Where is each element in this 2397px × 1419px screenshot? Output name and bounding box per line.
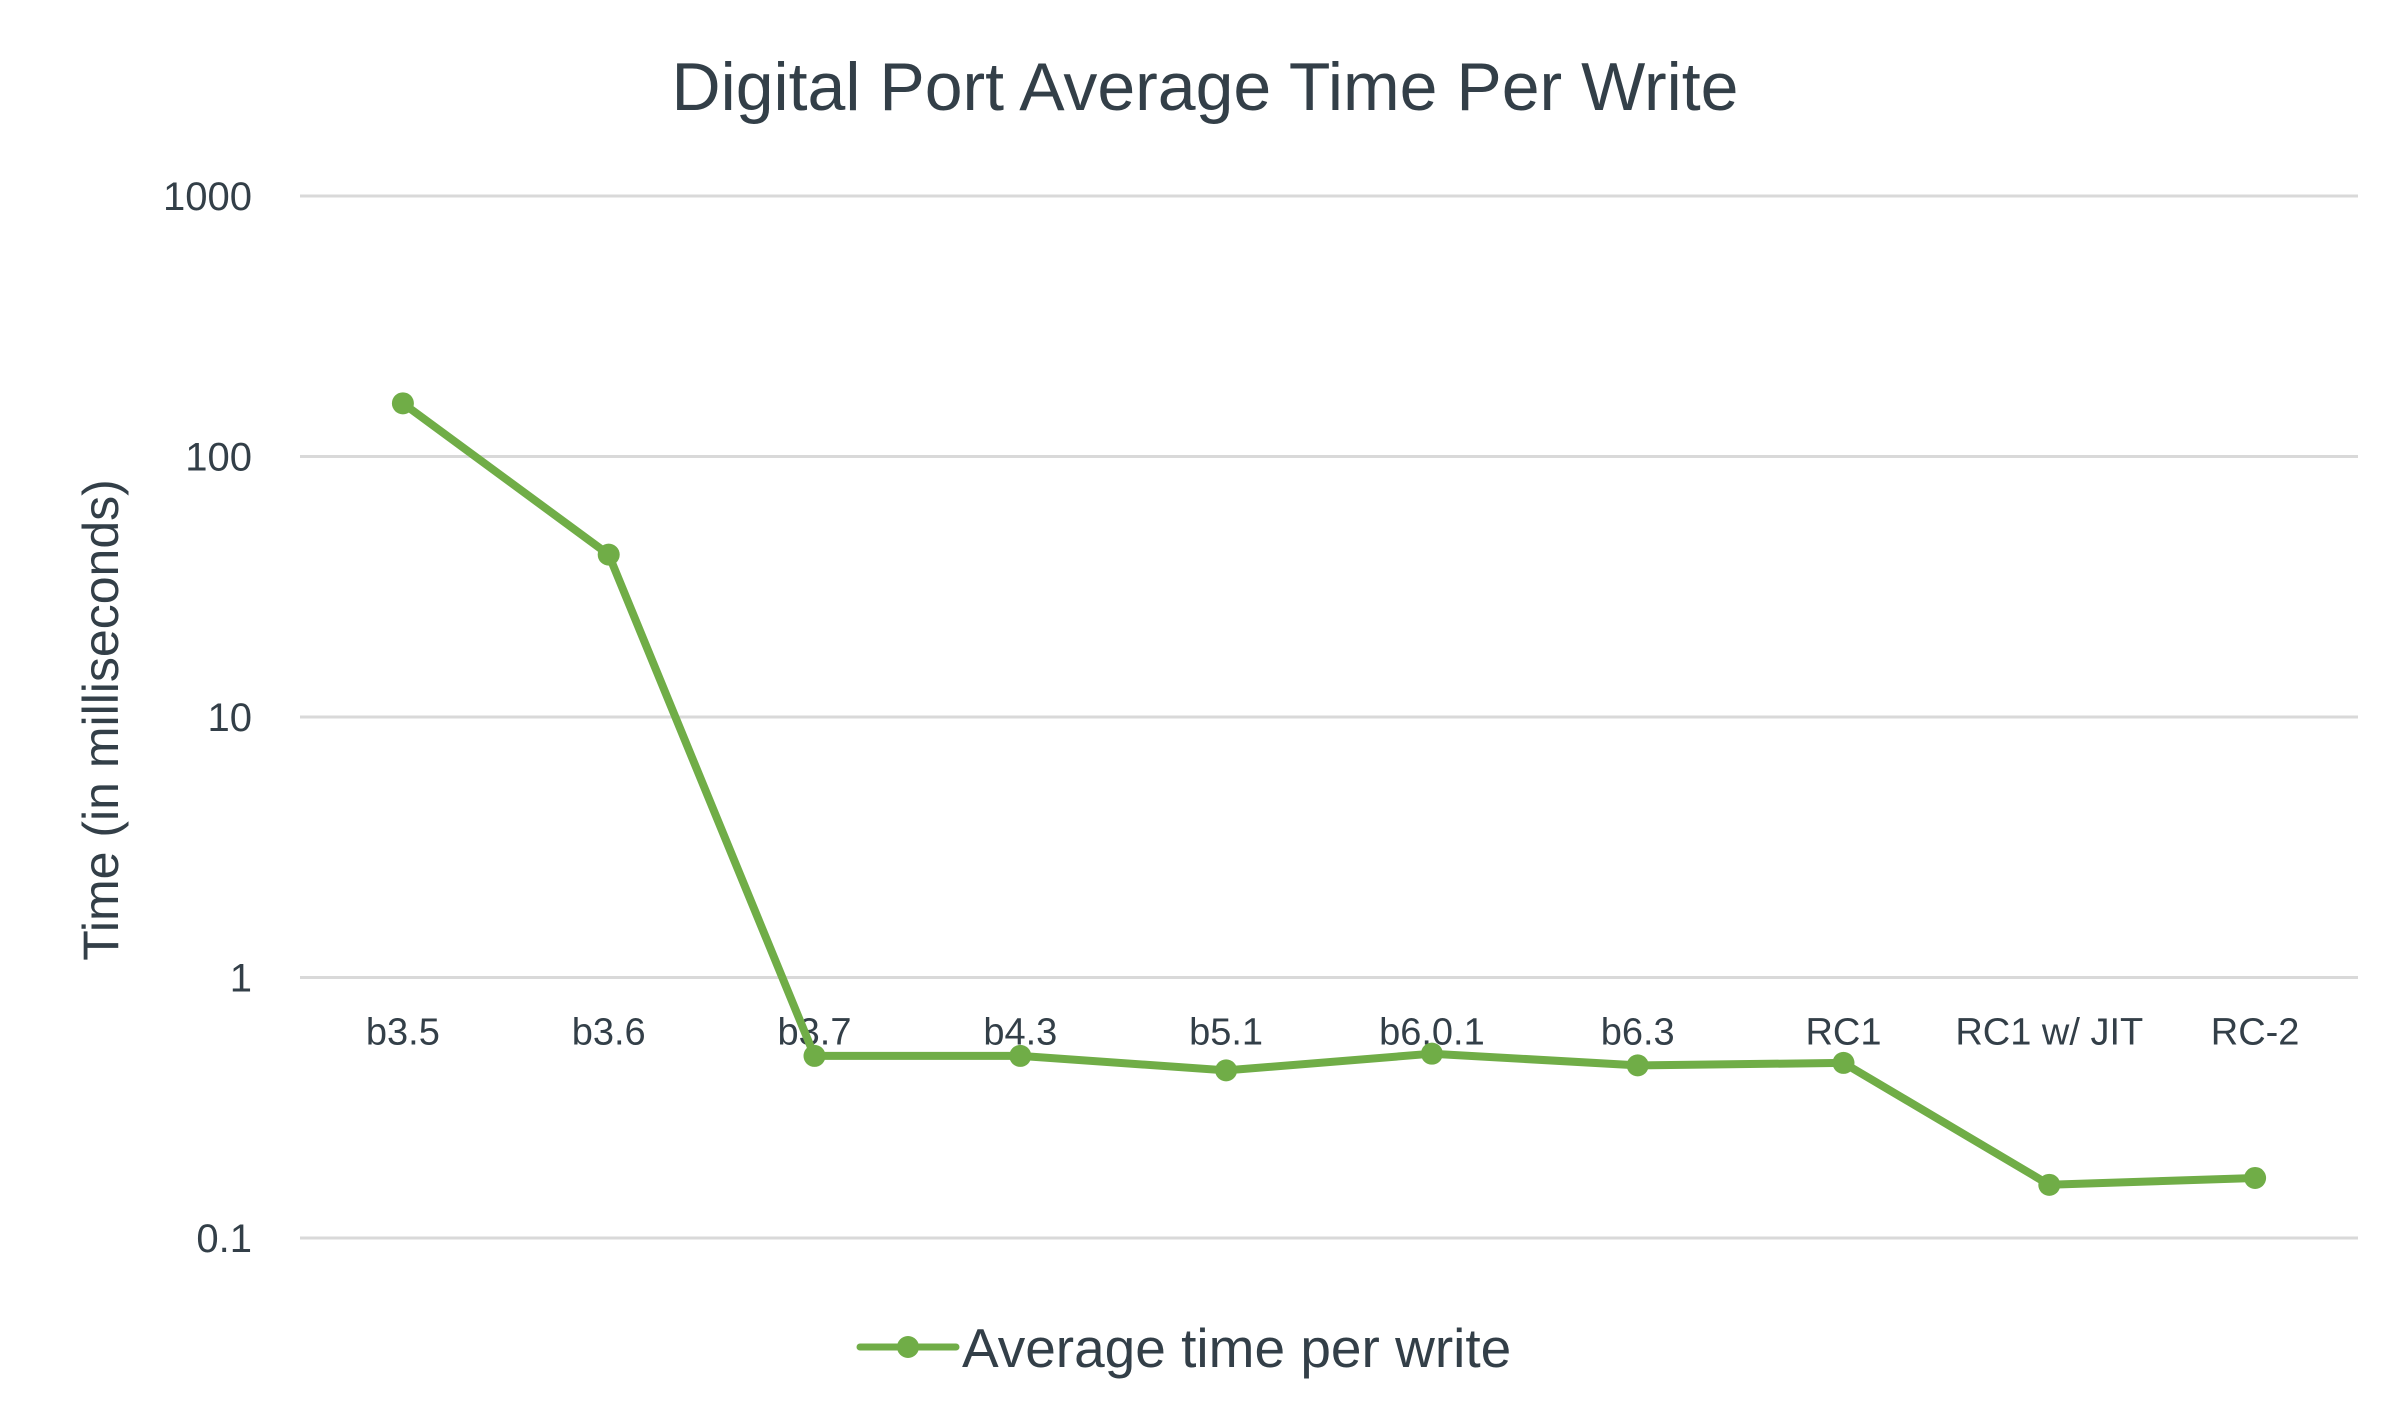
data-point xyxy=(2038,1173,2061,1196)
chart-title: Digital Port Average Time Per Write xyxy=(671,49,1738,125)
y-tick-label: 1000 xyxy=(163,175,252,219)
legend-dot-marker xyxy=(897,1336,919,1358)
x-tick-label: b3.5 xyxy=(366,1012,440,1054)
x-tick-label: RC1 xyxy=(1805,1012,1881,1054)
y-tick-label: 0.1 xyxy=(196,1217,252,1261)
data-point xyxy=(597,543,620,566)
y-tick-label: 10 xyxy=(208,696,253,740)
legend: Average time per write xyxy=(856,1317,1511,1379)
y-tick-label: 1 xyxy=(230,957,252,1001)
y-axis-title: Time (in milliseconds) xyxy=(73,479,129,961)
data-point xyxy=(391,392,414,415)
series-line xyxy=(398,399,2260,1189)
y-axis-tick-labels: 1000 100 10 1 0.1 xyxy=(163,175,252,1261)
x-tick-label: b3.6 xyxy=(572,1012,646,1054)
data-point xyxy=(1832,1051,1855,1074)
y-tick-label: 100 xyxy=(185,436,252,480)
data-point xyxy=(1420,1042,1443,1065)
x-tick-label: RC-2 xyxy=(2211,1012,2300,1054)
data-point xyxy=(1215,1059,1238,1082)
legend-label: Average time per write xyxy=(962,1317,1511,1379)
x-tick-label: RC1 w/ JIT xyxy=(1955,1012,2143,1054)
x-axis-tick-labels: b3.5 b3.6 b3.7 b4.3 b5.1 b6.0.1 b6.3 RC1 RC1 w/ … xyxy=(366,1012,2300,1054)
data-series xyxy=(391,392,2267,1196)
data-point xyxy=(2244,1166,2267,1189)
data-point xyxy=(1626,1054,1649,1077)
data-point xyxy=(803,1044,826,1067)
gridlines xyxy=(300,194,2358,1240)
x-tick-label: b6.3 xyxy=(1601,1012,1675,1054)
data-point xyxy=(1009,1044,1032,1067)
x-tick-label: b5.1 xyxy=(1189,1012,1263,1054)
